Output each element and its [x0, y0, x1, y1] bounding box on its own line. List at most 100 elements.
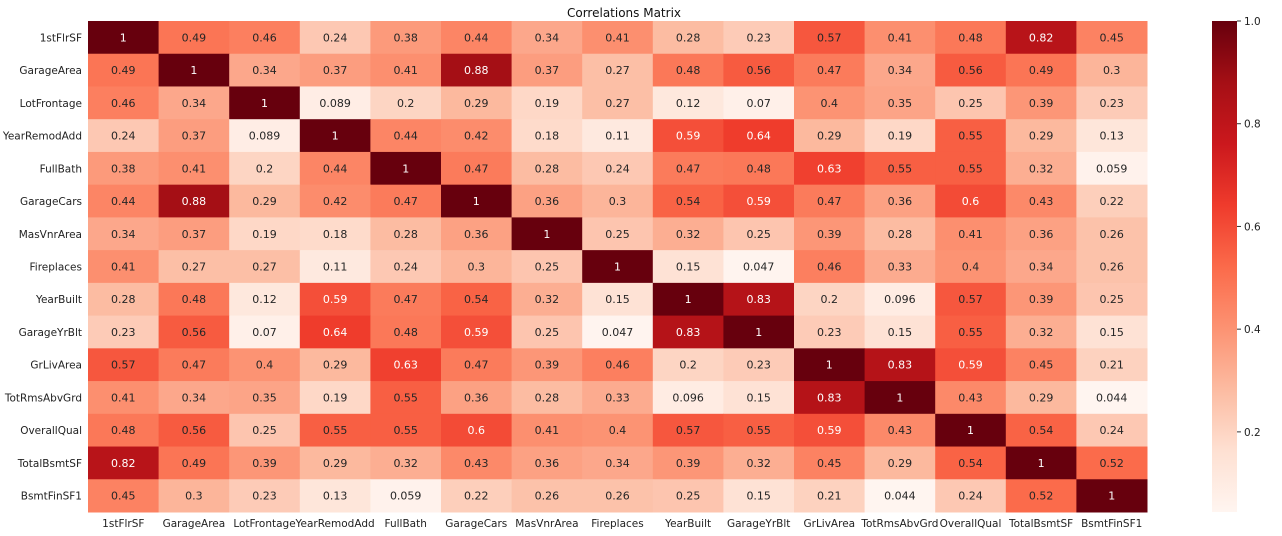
cell-value-label: 0.57	[676, 424, 701, 437]
heatmap-cell	[652, 21, 724, 55]
heatmap-cell	[1076, 217, 1148, 251]
cell-value-label: 0.54	[958, 457, 983, 470]
cell-value-label: 0.34	[111, 228, 136, 241]
cell-value-label: 0.39	[252, 457, 277, 470]
cell-value-label: 0.28	[888, 228, 913, 241]
cell-value-label: 0.36	[464, 391, 489, 404]
heatmap-cell	[935, 250, 1007, 284]
heatmap-cell	[1005, 21, 1077, 55]
cell-value-label: 0.12	[252, 293, 277, 306]
heatmap-cell	[935, 479, 1007, 513]
cell-value-label: 0.6	[468, 424, 486, 437]
heatmap-cell	[1076, 21, 1148, 55]
colorbar-tick-label: 0.8	[1244, 119, 1261, 131]
cell-value-label: 0.22	[464, 490, 489, 503]
heatmap-cell	[299, 119, 371, 153]
heatmap-cell	[935, 151, 1007, 186]
heatmap-cell	[299, 282, 371, 317]
heatmap-cell	[441, 413, 513, 448]
cell-value-label: 0.47	[464, 359, 489, 372]
heatmap-cell	[158, 151, 230, 186]
heatmap-cell	[229, 479, 301, 513]
cell-value-label: 0.56	[182, 424, 207, 437]
heatmap-cell	[794, 184, 866, 218]
cell-value-label: 0.13	[323, 490, 348, 503]
heatmap-cell	[935, 86, 1007, 120]
cell-value-label: 1	[190, 64, 197, 77]
colorbar-tick-label: 0.4	[1244, 324, 1261, 336]
heatmap-cell	[299, 315, 371, 349]
colorbar-tick-label: 0.6	[1244, 221, 1261, 233]
cell-value-label: 0.41	[605, 31, 630, 44]
cell-value-label: 0.25	[746, 228, 771, 241]
cell-value-label: 0.46	[605, 359, 630, 372]
heatmap-cell	[864, 381, 936, 415]
heatmap-cell	[723, 250, 795, 284]
heatmap-cell	[229, 86, 301, 120]
x-tick-label: 1stFlrSF	[102, 518, 144, 530]
heatmap-cell	[864, 184, 936, 218]
heatmap-cell	[299, 348, 371, 382]
x-tick-label: BsmtFinSF1	[1081, 518, 1142, 530]
heatmap-cell	[370, 479, 442, 513]
heatmap-cell	[723, 184, 795, 218]
heatmap-cell	[1005, 217, 1077, 251]
heatmap-cell	[935, 53, 1007, 87]
cell-value-label: 0.3	[609, 195, 627, 208]
cell-value-label: 0.2	[397, 97, 415, 110]
heatmap-cell	[441, 282, 513, 317]
heatmap-cell	[582, 479, 654, 513]
heatmap-cell	[1005, 348, 1077, 382]
cell-value-label: 0.23	[111, 326, 136, 339]
cell-value-label: 0.56	[958, 64, 983, 77]
heatmap-cell	[794, 217, 866, 251]
cell-value-label: 0.36	[1029, 228, 1054, 241]
heatmap-cell	[935, 282, 1007, 317]
cell-value-label: 0.15	[676, 261, 701, 274]
cell-value-label: 0.83	[888, 359, 913, 372]
cell-value-label: 1	[473, 195, 480, 208]
heatmap-cell	[511, 86, 583, 120]
cell-value-label: 0.47	[676, 162, 701, 175]
x-tick-label: GarageArea	[163, 518, 226, 530]
cell-value-label: 0.41	[393, 64, 418, 77]
heatmap-cell	[1005, 381, 1077, 415]
y-tick-label: BsmtFinSF1	[21, 491, 82, 503]
heatmap-cell	[441, 217, 513, 251]
heatmap-cell	[88, 446, 160, 480]
heatmap-cell	[1076, 381, 1148, 415]
heatmap-cell	[370, 250, 442, 284]
heatmap-cell	[864, 479, 936, 513]
heatmap-cell	[370, 119, 442, 153]
y-tick-label: YearBuilt	[35, 294, 82, 306]
y-tick-label: OverallQual	[20, 425, 82, 437]
heatmap-cell	[794, 413, 866, 448]
cell-value-label: 0.089	[249, 130, 281, 143]
heatmap-cell	[1005, 250, 1077, 284]
heatmap-cell	[158, 479, 230, 513]
heatmap-cell	[723, 479, 795, 513]
cell-value-label: 0.88	[182, 195, 207, 208]
heatmap-cell	[299, 21, 371, 55]
heatmap-cell	[511, 151, 583, 186]
cell-value-label: 0.11	[605, 130, 630, 143]
heatmap-cell	[1076, 446, 1148, 480]
heatmap-cell	[794, 315, 866, 349]
cell-value-label: 0.2	[821, 293, 839, 306]
cell-value-label: 0.25	[676, 490, 701, 503]
heatmap-cell	[229, 250, 301, 284]
heatmap-cell	[794, 381, 866, 415]
cell-value-label: 0.42	[323, 195, 348, 208]
heatmap-cell	[864, 413, 936, 448]
heatmap-cell	[441, 446, 513, 480]
heatmap-cell	[582, 217, 654, 251]
cell-value-label: 1	[1108, 490, 1115, 503]
heatmap-cell	[652, 282, 724, 317]
cell-value-label: 0.29	[888, 457, 913, 470]
heatmap-cell	[794, 479, 866, 513]
cell-value-label: 0.47	[393, 195, 418, 208]
cell-value-label: 0.29	[1029, 130, 1054, 143]
heatmap-cell	[582, 446, 654, 480]
cell-value-label: 0.54	[676, 195, 701, 208]
heatmap-cell	[229, 184, 301, 218]
